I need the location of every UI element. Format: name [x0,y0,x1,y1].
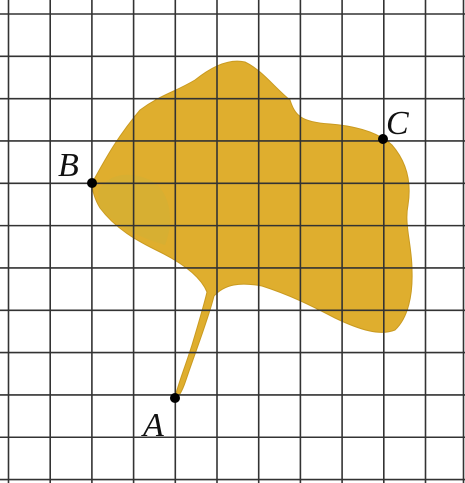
point-c [378,134,388,144]
point-label: C [386,105,409,142]
point-a [170,393,180,403]
point-b [87,178,97,188]
point-label: A [141,407,164,444]
leaf [91,60,413,399]
point-label: B [58,147,79,184]
